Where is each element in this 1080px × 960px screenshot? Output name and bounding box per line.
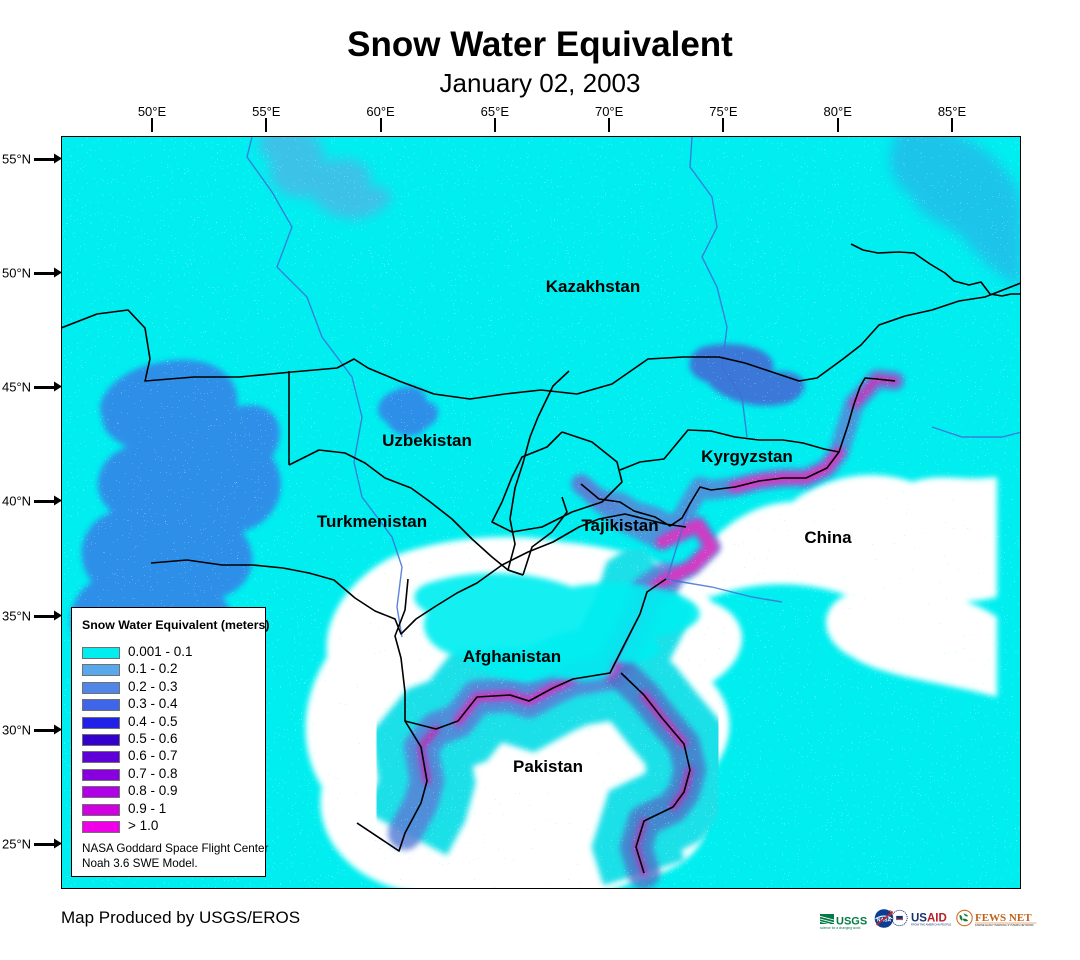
svg-text:science for a changing world: science for a changing world bbox=[820, 926, 861, 930]
svg-text:FAMINE EARLY WARNING SYSTEMS N: FAMINE EARLY WARNING SYSTEMS NETWORK bbox=[975, 923, 1034, 927]
svg-text:FROM THE AMERICAN PEOPLE: FROM THE AMERICAN PEOPLE bbox=[911, 923, 951, 927]
svg-text:FEWS NET: FEWS NET bbox=[975, 912, 1032, 924]
